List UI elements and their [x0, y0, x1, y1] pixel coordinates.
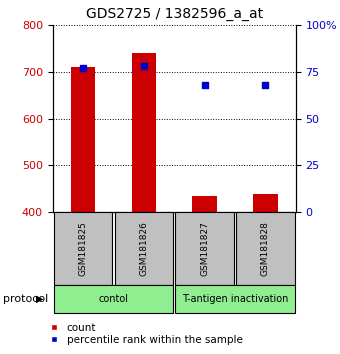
Bar	[132, 53, 156, 212]
Text: ▶: ▶	[36, 294, 43, 304]
Point	[202, 82, 207, 88]
Bar	[115, 212, 173, 285]
Legend: count, percentile rank within the sample: count, percentile rank within the sample	[46, 318, 247, 349]
Bar	[175, 285, 294, 313]
Text: T-antigen inactivation: T-antigen inactivation	[182, 294, 288, 304]
Title: GDS2725 / 1382596_a_at: GDS2725 / 1382596_a_at	[86, 7, 263, 21]
Text: GSM181826: GSM181826	[139, 221, 148, 276]
Bar	[236, 212, 294, 285]
Text: protocol: protocol	[3, 294, 49, 304]
Bar	[253, 194, 277, 212]
Bar	[54, 212, 112, 285]
Text: contol: contol	[99, 294, 129, 304]
Bar	[192, 196, 217, 212]
Text: GSM181828: GSM181828	[261, 221, 270, 276]
Text: GSM181827: GSM181827	[200, 221, 209, 276]
Point	[80, 65, 86, 71]
Point	[263, 82, 268, 88]
Point	[141, 63, 147, 69]
Text: GSM181825: GSM181825	[79, 221, 88, 276]
Bar	[71, 67, 95, 212]
Bar	[175, 212, 234, 285]
Bar	[54, 285, 173, 313]
